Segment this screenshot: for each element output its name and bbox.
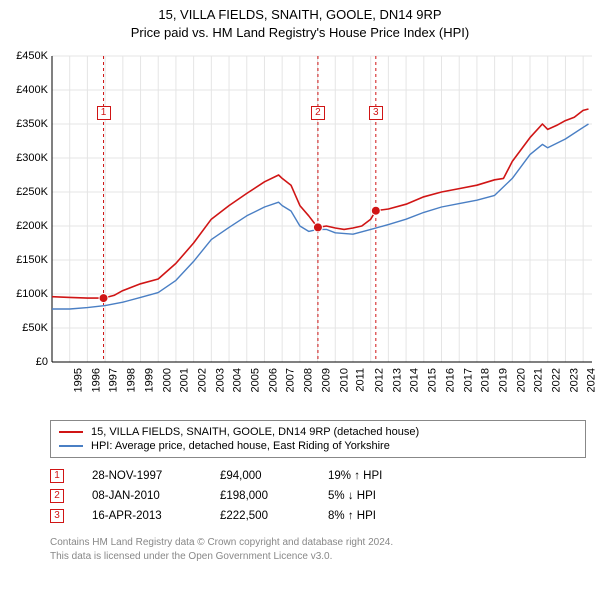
x-tick-label: 2011: [355, 368, 367, 392]
transaction-row: 3 16-APR-2013 £222,500 8% ↑ HPI: [50, 506, 586, 526]
chart-marker-box: 3: [369, 106, 383, 120]
y-tick-label: £400K: [16, 84, 48, 96]
x-tick-label: 2022: [551, 368, 563, 392]
x-tick-label: 2001: [179, 368, 191, 392]
transaction-delta: 5% ↓ HPI: [328, 490, 418, 502]
legend-label-hpi: HPI: Average price, detached house, East…: [91, 440, 390, 452]
y-tick-label: £350K: [16, 118, 48, 130]
footer-line2: This data is licensed under the Open Gov…: [50, 550, 586, 564]
x-tick-label: 2014: [409, 368, 421, 392]
y-tick-label: £200K: [16, 220, 48, 232]
transaction-delta: 8% ↑ HPI: [328, 510, 418, 522]
legend-row-property: 15, VILLA FIELDS, SNAITH, GOOLE, DN14 9R…: [59, 425, 577, 439]
transaction-price: £222,500: [220, 510, 300, 522]
y-tick-label: £450K: [16, 50, 48, 62]
transaction-marker: 1: [50, 469, 64, 483]
x-tick-label: 2023: [568, 368, 580, 392]
x-tick-label: 2024: [586, 368, 598, 392]
x-tick-label: 2004: [232, 368, 244, 392]
x-tick-label: 2010: [338, 368, 350, 392]
x-tick-label: 2003: [214, 368, 226, 392]
title-address: 15, VILLA FIELDS, SNAITH, GOOLE, DN14 9R…: [0, 6, 600, 24]
x-tick-label: 2007: [285, 368, 297, 392]
chart-svg: [0, 42, 600, 412]
x-tick-label: 2015: [427, 368, 439, 392]
title-subtitle: Price paid vs. HM Land Registry's House …: [0, 24, 600, 42]
footer-line1: Contains HM Land Registry data © Crown c…: [50, 536, 586, 550]
transaction-price: £198,000: [220, 490, 300, 502]
chart: £0 £50K £100K £150K £200K £250K £300K £350K £400…: [0, 42, 600, 412]
y-tick-label: £50K: [22, 322, 48, 334]
transaction-row: 2 08-JAN-2010 £198,000 5% ↓ HPI: [50, 486, 586, 506]
transaction-delta: 19% ↑ HPI: [328, 470, 418, 482]
legend: 15, VILLA FIELDS, SNAITH, GOOLE, DN14 9R…: [50, 420, 586, 458]
x-tick-label: 1996: [90, 368, 102, 392]
x-tick-label: 2018: [480, 368, 492, 392]
y-tick-label: £100K: [16, 288, 48, 300]
x-tick-label: 2021: [533, 368, 545, 392]
x-tick-label: 1997: [108, 368, 120, 392]
x-tick-label: 1999: [143, 368, 155, 392]
transaction-marker: 2: [50, 489, 64, 503]
footer: Contains HM Land Registry data © Crown c…: [50, 536, 586, 563]
transaction-price: £94,000: [220, 470, 300, 482]
x-tick-label: 2005: [250, 368, 262, 392]
x-tick-label: 1995: [72, 368, 84, 392]
x-tick-label: 2009: [320, 368, 332, 392]
x-tick-label: 2002: [196, 368, 208, 392]
transaction-date: 08-JAN-2010: [92, 490, 192, 502]
transaction-date: 16-APR-2013: [92, 510, 192, 522]
y-tick-label: £150K: [16, 254, 48, 266]
x-tick-label: 2012: [373, 368, 385, 392]
x-tick-label: 1998: [126, 368, 138, 392]
x-tick-label: 2020: [515, 368, 527, 392]
x-tick-label: 2000: [161, 368, 173, 392]
x-tick-label: 2019: [497, 368, 509, 392]
transaction-date: 28-NOV-1997: [92, 470, 192, 482]
chart-marker-box: 1: [97, 106, 111, 120]
chart-marker-box: 2: [311, 106, 325, 120]
y-tick-label: £300K: [16, 152, 48, 164]
legend-label-property: 15, VILLA FIELDS, SNAITH, GOOLE, DN14 9R…: [91, 426, 419, 438]
x-tick-label: 2017: [462, 368, 474, 392]
x-tick-label: 2013: [391, 368, 403, 392]
transaction-marker: 3: [50, 509, 64, 523]
x-tick-label: 2008: [303, 368, 315, 392]
x-tick-label: 2006: [267, 368, 279, 392]
legend-row-hpi: HPI: Average price, detached house, East…: [59, 439, 577, 453]
y-tick-label: £0: [36, 356, 48, 368]
x-tick-label: 2016: [444, 368, 456, 392]
chart-titles: 15, VILLA FIELDS, SNAITH, GOOLE, DN14 9R…: [0, 0, 600, 42]
legend-swatch-property: [59, 431, 83, 433]
y-tick-label: £250K: [16, 186, 48, 198]
transactions-table: 1 28-NOV-1997 £94,000 19% ↑ HPI 2 08-JAN-2010…: [50, 466, 586, 526]
legend-swatch-hpi: [59, 445, 83, 447]
transaction-row: 1 28-NOV-1997 £94,000 19% ↑ HPI: [50, 466, 586, 486]
